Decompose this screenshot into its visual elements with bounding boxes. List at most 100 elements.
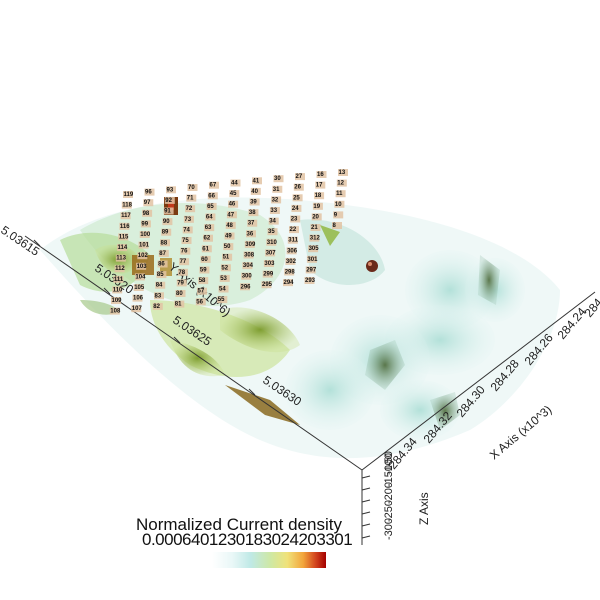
electrode-marker [203,234,213,242]
electrode-label: 66 [208,193,215,199]
electrode-marker [155,281,166,289]
electrode-label: 111 [114,277,124,283]
electrode-marker [338,169,348,176]
electrode-label: 72 [186,206,193,212]
electrode-label: 46 [229,202,236,208]
electrode-label: 103 [137,264,148,270]
electrode-label: 27 [296,174,303,180]
colorbar-title: Normalized Current density [136,515,342,534]
electrode-label: 90 [163,219,170,225]
electrode-label: 67 [210,183,217,189]
z-tick-label: -150 [383,465,395,487]
electrode-label: 77 [180,259,187,265]
electrode-marker [284,268,295,276]
electrode-marker [333,211,344,219]
electrode-marker [266,238,277,246]
electrode-label: 98 [143,211,150,217]
z-tick-label: -100 [383,453,395,475]
electrode-label: 299 [263,272,274,278]
electrode-label: 13 [339,170,346,176]
electrode-label: 63 [205,225,212,231]
electrode-marker [265,249,276,257]
electrode-label: 81 [175,302,182,308]
electrode-marker [283,279,293,287]
electrode-marker [132,294,143,302]
electrode-label: 60 [201,257,208,263]
electrode-label: 101 [139,243,150,249]
electrode-label: 301 [307,257,318,263]
electrode-marker [133,284,144,291]
electrode-marker [177,268,188,276]
electrode-label: 114 [118,245,128,251]
electrode-marker [111,297,121,304]
electrode-label: 51 [223,255,230,261]
electrode-marker [289,226,299,234]
electrode-marker [271,196,282,204]
electrode-label: 73 [184,217,191,223]
electrode-marker [246,230,256,238]
electrode-marker [142,209,153,217]
electrode-label: 52 [221,265,228,271]
z-tick-label: -250 [383,500,395,522]
electrode-label: 75 [182,238,189,244]
electrode-label: 119 [124,192,134,198]
electrode-marker [308,245,319,253]
electrode-label: 308 [244,253,255,259]
electrode-label: 296 [241,284,252,290]
electrode-label: 84 [156,283,163,289]
electrode-marker [120,212,131,220]
electrode-label: 56 [196,299,203,305]
electrode-marker [206,202,217,210]
electrode-marker [204,224,215,232]
electrode-label: 37 [248,221,255,227]
electrode-label: 298 [285,270,296,276]
electrode-label: 117 [121,213,131,219]
electrode-marker [176,279,187,287]
electrode-label: 74 [183,227,190,233]
electrode-marker [304,277,315,284]
electrode-marker [241,272,252,280]
electrode-label: 307 [266,250,277,256]
electrode-marker [185,205,196,213]
electrode-label: 48 [226,223,233,229]
electrode-label: 12 [337,181,344,187]
electrode-marker [154,292,164,300]
electrode-marker [139,231,150,238]
electrode-label: 105 [134,285,145,291]
electrode-marker [223,243,234,251]
electrode-marker [198,277,209,285]
electrode-label: 41 [253,178,260,184]
electrode-marker [181,237,192,244]
electrode-marker [242,262,253,270]
electrode-label: 35 [268,229,275,235]
electrode-label: 102 [138,253,149,259]
electrode-marker [112,286,123,294]
electrode-label: 99 [141,221,148,227]
electrode-marker [180,247,191,255]
electrode-marker [162,218,173,226]
electrode-label: 23 [291,217,298,223]
electrode-marker [197,287,207,295]
electrode-marker [310,224,321,231]
z-tick-label: -50 [383,451,395,467]
electrode-marker [163,207,174,215]
electrode-marker [311,213,322,221]
electrode-label: 87 [159,251,166,257]
electrode-marker [292,194,303,202]
electrode-marker [140,220,151,228]
electrode-marker [174,300,185,308]
electrode-label: 38 [249,210,256,216]
electrode-label: 97 [144,200,151,206]
electrode-label: 9 [334,212,338,218]
electrode-marker [144,188,155,196]
electrode-marker [287,236,298,244]
electrode-label: 88 [161,240,168,246]
electrode-marker [218,285,229,293]
electrode-marker [109,307,120,315]
electrode-label: 20 [312,214,319,220]
electrode-marker [207,192,218,200]
z-axis: -300 -250 -200 -150 -100 -50 Z Axis [361,451,431,540]
electrode-label: 93 [167,187,174,193]
